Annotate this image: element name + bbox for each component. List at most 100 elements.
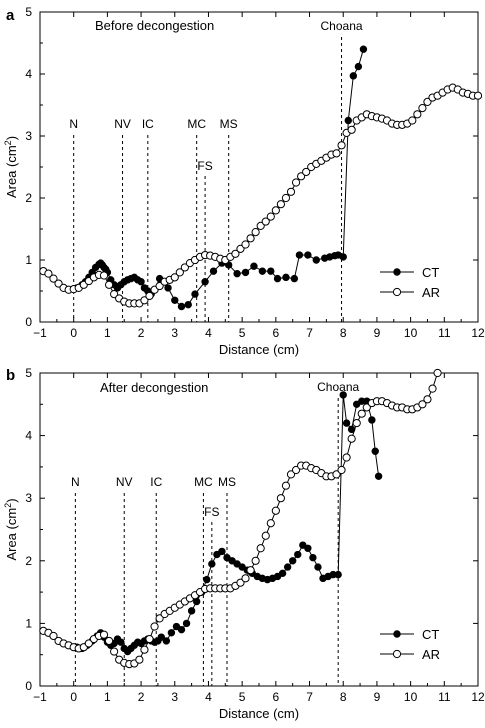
panel-b-point-ct: [288, 557, 297, 565]
panel-b-point-ct: [304, 544, 312, 552]
panel-a-y-tick-label: 0: [25, 315, 32, 329]
panel-a-point-ar: [347, 125, 356, 134]
panel-b-legend-marker-ar: [392, 649, 402, 659]
panel-a-point-ar: [297, 172, 306, 181]
panel-b-marker-label-mc: MC: [194, 475, 213, 489]
panel-a-series-ct: [73, 45, 368, 311]
panel-b-point-ar: [362, 403, 371, 412]
panel-a-point-ct: [209, 267, 218, 275]
panel-a-x-tick-label: 4: [205, 326, 212, 340]
panel-a-point-ct: [344, 116, 352, 125]
panel-b-point-ar: [104, 636, 114, 646]
panel-b-point-ct: [342, 419, 351, 427]
panel-a-point-ar: [332, 149, 341, 158]
panel-a-point-ar: [276, 200, 285, 209]
panel-a-x-tick-label: −1: [33, 326, 47, 340]
panel-b-point-ar: [347, 434, 356, 443]
panel-b-point-ar: [256, 544, 265, 553]
panel-b-series-ct: [73, 391, 383, 656]
panel-a-point-ct: [354, 62, 363, 71]
panel-b-point-ct: [371, 447, 379, 455]
panel-a-y-axis-title: Area (cm2): [3, 136, 19, 198]
panel-a-point-ar: [286, 187, 296, 196]
panel-b-marker-label-ms: MS: [218, 475, 236, 489]
panel-a-series-ar: [39, 83, 483, 308]
panel-b-marker-label-choana: Choana: [317, 380, 359, 394]
panel-b-point-ar: [281, 481, 291, 490]
panel-a-marker-label-choana: Choana: [321, 19, 363, 33]
panel-b-point-ct: [167, 629, 176, 637]
panel-a-point-ar: [473, 91, 483, 100]
panel-b-x-tick-label: 12: [471, 690, 485, 704]
panel-b-x-tick-label: 10: [404, 690, 418, 704]
panel-b-x-tick-label: 0: [70, 690, 77, 704]
panel-a-point-ct: [312, 256, 320, 264]
panel-b-series-line-ct: [76, 394, 380, 653]
panel-b-point-ct: [339, 391, 347, 399]
panel-a-point-ar: [302, 167, 311, 177]
panel-a-x-tick-label: 6: [273, 326, 280, 340]
panel-a-point-ct: [304, 251, 312, 259]
panel-a-x-axis-title: Distance (cm): [219, 342, 299, 357]
panel-a-y-tick-label: 3: [25, 129, 32, 143]
panel-a-x-tick-label: 1: [104, 326, 111, 340]
panel-a-y-tick-label: 4: [25, 67, 32, 81]
panel-a-point-ct: [241, 268, 250, 277]
panel-b-point-ct: [182, 619, 191, 628]
panel-b-marker-label-ic: IC: [150, 475, 162, 489]
panel-b-point-ar: [286, 470, 296, 479]
panel-a-point-ar: [266, 212, 275, 221]
panel-b-point-ar: [155, 614, 164, 623]
panel-b-x-tick-label: 11: [438, 690, 451, 704]
panel-b-point-ar: [418, 400, 427, 409]
panel-a-point-ar: [291, 178, 301, 187]
panel-b-point-ar: [49, 631, 58, 641]
panel-b-x-tick-label: 5: [239, 690, 246, 704]
panel-b-point-ct: [162, 637, 171, 645]
panel-b-point-ar: [261, 531, 270, 540]
panel-a-point-ct: [290, 274, 299, 283]
panel-a-x-tick-label: 2: [138, 326, 145, 340]
panel-b-point-ar: [251, 556, 260, 565]
panel-a-x-tick-label: 3: [171, 326, 178, 340]
panel-b-point-ar: [433, 368, 442, 378]
panel-b-y-tick-label: 2: [25, 554, 32, 568]
panel-a-point-ct: [339, 253, 347, 261]
panel-a-point-ar: [49, 274, 58, 283]
panel-b-point-ct: [208, 560, 216, 568]
panel-a-point-ar: [170, 273, 179, 282]
panel-a-title: Before decongestion: [95, 18, 214, 33]
panel-a-x-tick-label: 11: [438, 326, 451, 340]
panel-a-point-ct: [282, 273, 290, 282]
panel-b-x-tick-label: 1: [104, 690, 111, 704]
panel-b-point-ct: [294, 550, 302, 559]
panel-a-point-ct: [250, 262, 258, 270]
panel-a-point-ct: [295, 251, 304, 259]
panel-a-point-ct: [164, 284, 172, 292]
panel-b-point-ar: [241, 574, 250, 583]
panel-b-point-ar: [342, 453, 351, 462]
panel-a-point-ct: [177, 302, 186, 311]
panel-a-point-ar: [271, 206, 280, 215]
panel-b-point-ct: [278, 569, 287, 578]
panel-b-point-ct: [203, 575, 211, 584]
panel-b-point-ct: [218, 547, 226, 556]
panel-b-title: After decongestion: [100, 380, 208, 395]
panel-b-legend-label-ct: CT: [422, 627, 439, 642]
panel-a-letter: a: [6, 7, 15, 24]
panel-a-legend-label-ar: AR: [422, 285, 440, 300]
panel-a-point-ar: [281, 193, 291, 203]
panel-b-x-tick-label: 9: [374, 690, 381, 704]
panel-a-legend-label-ct: CT: [422, 265, 439, 280]
panel-b-point-ar: [332, 470, 341, 479]
panel-a-point-ar: [110, 290, 119, 299]
panel-a-marker-label-ic: IC: [142, 117, 154, 131]
panel-a-x-tick-label: 10: [404, 326, 418, 340]
panel-b-point-ar: [236, 578, 245, 587]
panel-b-x-tick-label: 6: [273, 690, 280, 704]
panel-a-point-ar: [54, 279, 63, 288]
panel-b-point-ar: [110, 647, 119, 656]
panel-b-legend-label-ar: AR: [422, 647, 440, 662]
panel-a-marker-label-ms: MS: [220, 117, 238, 131]
